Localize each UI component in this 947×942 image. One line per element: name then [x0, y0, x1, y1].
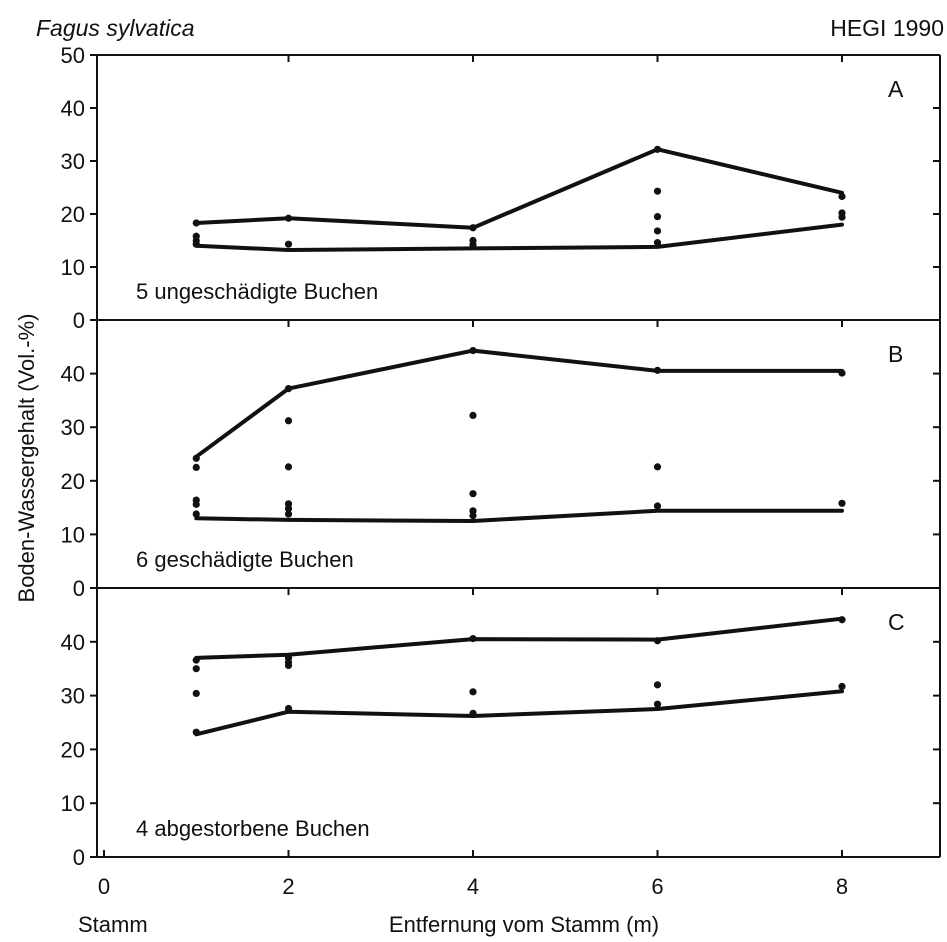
panel-a-data-point [653, 145, 662, 153]
panel-b-data-point [469, 512, 477, 520]
panel-a-y-tick-label: 10 [61, 255, 85, 280]
x-tick-label: 6 [651, 874, 663, 899]
panel-c-data-point [284, 704, 293, 713]
panel-c-data-point [469, 688, 477, 696]
panel-c-letter: C [888, 609, 905, 635]
panel-b-data-point [469, 490, 477, 498]
x-origin-label: Stamm [78, 912, 148, 937]
panel-a-series-max [194, 147, 844, 230]
panel-c-data-point [653, 637, 662, 645]
panel-a-data-point [469, 224, 477, 232]
panel-a-series-min [194, 222, 844, 252]
panel-b-y-tick-label: 0 [73, 576, 85, 601]
panel-a-data-point [469, 241, 477, 249]
panel-c-series-max [194, 616, 844, 660]
panel-b-y-tick-label: 30 [61, 415, 85, 440]
panel-b-data-point [192, 463, 200, 471]
panel-c-y-tick-label: 0 [73, 845, 85, 870]
chart-species-title: Fagus sylvatica [36, 15, 195, 41]
panel-c-data-point [469, 709, 477, 717]
panel-c-data-point [653, 681, 662, 689]
panel-b-series-min [194, 508, 844, 523]
panel-b-data-point [469, 411, 477, 420]
panel-a-data-point [838, 192, 846, 201]
panel-c-data-point [284, 661, 293, 670]
panel-b-data-point [838, 369, 846, 377]
panel-a-data-point [653, 227, 662, 235]
panel-c-y-tick-label: 30 [61, 684, 85, 709]
panel-a-y-tick-label: 30 [61, 149, 85, 174]
panel-a-data-point [284, 214, 293, 222]
panel-c-data-point [653, 700, 662, 708]
panel-c-data-point [192, 689, 200, 698]
panel-b-data-point [653, 366, 662, 374]
panel-b-y-tick-label: 10 [61, 522, 85, 547]
panel-a-y-tick-label: 0 [73, 308, 85, 333]
panel-c-data-point [192, 728, 200, 736]
panel-b-label: 6 geschädigte Buchen [136, 547, 354, 572]
panel-c-data-point [192, 656, 200, 664]
panel-a-data-point [284, 240, 293, 248]
panel-b-y-tick-label: 40 [61, 362, 85, 387]
panel-a-data-point [192, 219, 200, 227]
panel-c-data-point [838, 616, 846, 624]
panel-b-data-point [838, 499, 846, 507]
panel-b-data-point [192, 500, 200, 508]
panel-b-data-point [284, 417, 293, 425]
panel-a-label: 5 ungeschädigte Buchen [136, 279, 378, 304]
panel-b-letter: B [888, 341, 903, 367]
panel-c-data-point [838, 682, 846, 691]
panel-c-y-tick-label: 40 [61, 630, 85, 655]
panel-b-series-max [194, 348, 844, 459]
x-tick-label: 0 [98, 874, 110, 899]
panel-a-data-point [653, 213, 662, 221]
x-tick-label: 4 [467, 874, 479, 899]
panel-a-y-tick-label: 20 [61, 202, 85, 227]
panel-b-data-point [284, 510, 293, 518]
panel-a-letter: A [888, 76, 904, 102]
panel-a-data-point [653, 239, 662, 247]
panel-c-label: 4 abgestorbene Buchen [136, 816, 370, 841]
panel-c-data-point [192, 665, 200, 673]
panel-b-data-point [192, 510, 200, 518]
panel-b-data-point [284, 463, 293, 471]
panel-a-y-tick-label: 40 [61, 96, 85, 121]
panel-a-y-tick-label: 50 [61, 43, 85, 68]
panel-b-data-point [284, 505, 293, 513]
panel-b-y-tick-label: 20 [61, 469, 85, 494]
panel-b-data-point [284, 385, 293, 393]
panel-b-data-point [192, 454, 200, 462]
x-axis-label: Entfernung vom Stamm (m) [389, 912, 659, 937]
panel-b-data-point [469, 346, 477, 355]
panel-b-data-point [653, 502, 662, 510]
panel-c-series-min [194, 689, 844, 737]
panel-b-data-point [653, 463, 662, 471]
x-tick-label: 8 [836, 874, 848, 899]
panel-c-y-tick-label: 20 [61, 737, 85, 762]
panel-c-y-tick-label: 10 [61, 791, 85, 816]
panel-a-data-point [653, 187, 662, 195]
panel-a-data-point [192, 240, 200, 248]
x-tick-label: 2 [282, 874, 294, 899]
y-axis-label: Boden-Wassergehalt (Vol.-%) [14, 314, 39, 603]
panel-c-data-point [469, 634, 477, 643]
panel-a-data-point [838, 213, 846, 221]
chart-source-label: HEGI 1990 [830, 15, 944, 41]
